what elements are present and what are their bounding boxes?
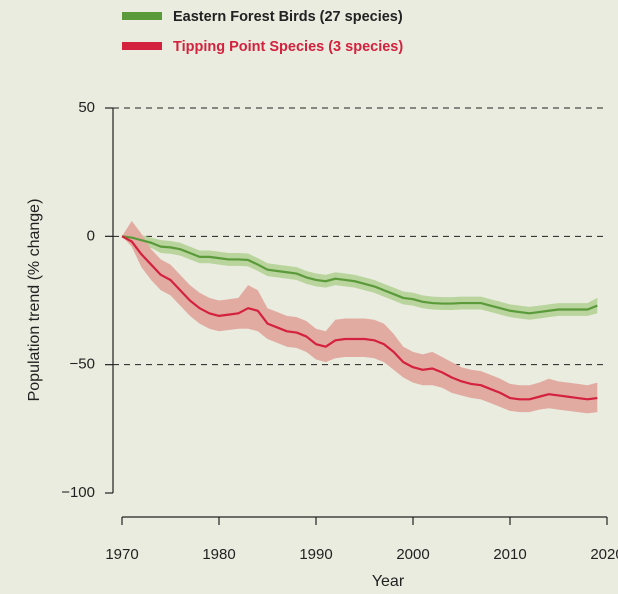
- legend-swatch: [122, 12, 162, 20]
- y-tick-label: −100: [61, 484, 95, 501]
- x-tick-label: 1970: [105, 546, 138, 563]
- x-tick-label: 2000: [396, 546, 429, 563]
- legend-label: Eastern Forest Birds (27 species): [173, 9, 403, 25]
- x-tick-label: 1980: [202, 546, 235, 563]
- legend-swatch: [122, 42, 162, 50]
- y-axis-label: Population trend (% change): [26, 199, 43, 402]
- x-tick-label: 2010: [493, 546, 526, 563]
- line: [121, 235, 598, 401]
- confidence-band: [122, 233, 598, 320]
- x-tick-label: 1990: [299, 546, 332, 563]
- x-tick-label: 2020: [590, 546, 618, 563]
- y-tick-label: −50: [70, 356, 95, 373]
- legend-label: Tipping Point Species (3 species): [173, 39, 403, 55]
- y-tick-label: 50: [78, 99, 95, 116]
- x-axis-label: Year: [372, 573, 405, 590]
- y-tick-label: 0: [87, 227, 95, 244]
- line: [121, 235, 598, 315]
